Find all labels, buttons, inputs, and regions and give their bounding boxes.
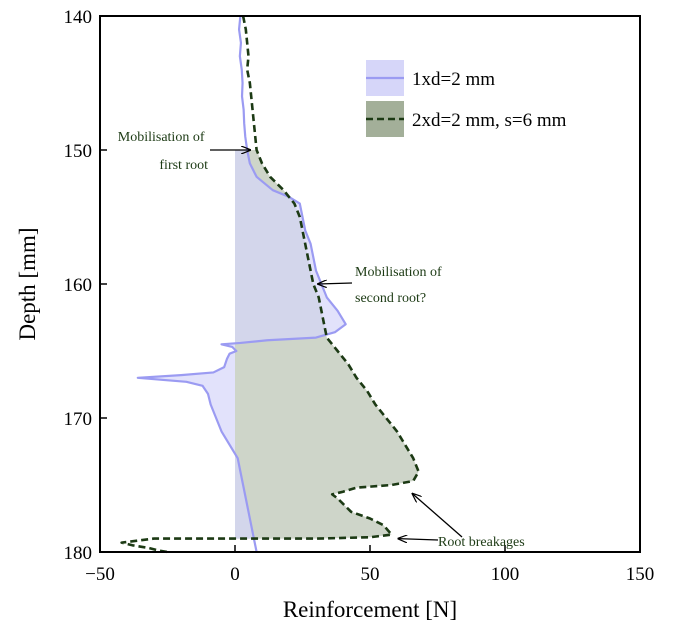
annotation-arrow-breakage-2 xyxy=(398,539,439,540)
legend-label-series-1: 1xd=2 mm xyxy=(412,69,495,90)
y-tick-label: 140 xyxy=(64,7,93,28)
annotations: Mobilisation of first root Mobilisation … xyxy=(118,130,525,550)
annotation-arrow-breakage-1 xyxy=(413,494,463,538)
annotation-second-root-line-1: Mobilisation of xyxy=(355,265,442,280)
line-series-1 xyxy=(136,15,347,553)
fill-areas xyxy=(137,150,419,539)
x-tick-label: 50 xyxy=(361,564,380,585)
x-tick-label: 150 xyxy=(626,564,655,585)
legend-label-series-2: 2xd=2 mm, s=6 mm xyxy=(412,110,567,131)
y-tick-label: 150 xyxy=(64,141,93,162)
fill-area-series-1 xyxy=(137,150,346,539)
annotation-first-root: Mobilisation of first root xyxy=(118,130,208,173)
series-lines xyxy=(120,15,420,554)
x-tick-label: −50 xyxy=(85,564,115,585)
annotation-first-root-line-1: Mobilisation of xyxy=(118,130,205,145)
line-series-2 xyxy=(120,15,420,554)
legend: 1xd=2 mm 2xd=2 mm, s=6 mm xyxy=(366,60,567,137)
fill-area-series-2 xyxy=(154,150,419,539)
y-tick-label: 170 xyxy=(64,409,93,430)
annotation-second-root: Mobilisation of second root? xyxy=(355,265,445,306)
y-axis-label: Depth [mm] xyxy=(15,227,40,340)
x-axis-label: Reinforcement [N] xyxy=(283,597,457,622)
y-tick-label: 180 xyxy=(64,543,93,564)
annotation-second-root-line-2: second root? xyxy=(355,291,426,306)
x-tick-label: 100 xyxy=(491,564,520,585)
axis-labels: Reinforcement [N] Depth [mm] xyxy=(15,227,457,622)
x-tick-label: 0 xyxy=(230,564,240,585)
y-tick-label: 160 xyxy=(64,275,93,296)
annotation-root-breakages: Root breakages xyxy=(438,535,525,550)
annotation-first-root-line-2: first root xyxy=(159,158,208,173)
annotation-arrow-second-root xyxy=(318,283,353,284)
axis-ticks: −50 0 50 100 150 140 150 160 170 180 xyxy=(64,7,655,585)
